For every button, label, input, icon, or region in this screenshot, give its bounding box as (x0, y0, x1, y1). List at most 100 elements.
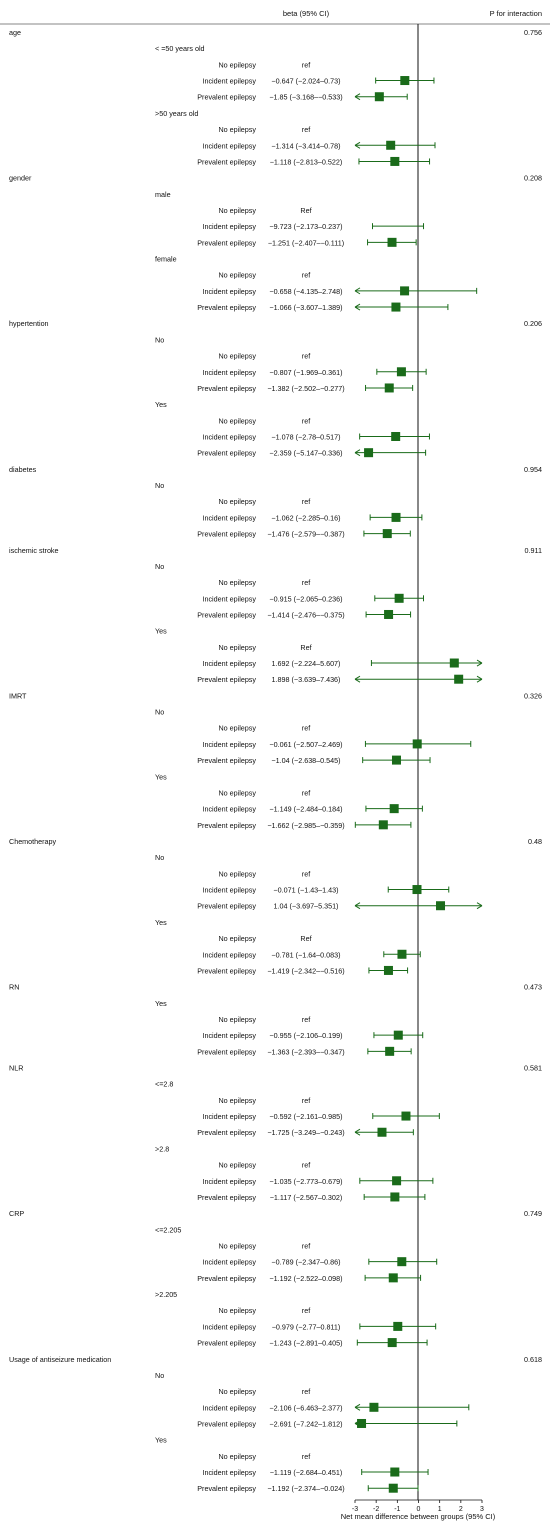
estimate-label: −1.118 (−2.813–0.522) (270, 157, 343, 166)
estimate-label: 1.898 (−3.639–7.436) (272, 675, 341, 684)
group-label: Prevalent epilepsy (197, 610, 256, 619)
estimate-label: −1.117 (−2.567–0.302) (270, 1193, 343, 1202)
estimate-label: −1.382 (−2.502–−0.277) (267, 384, 344, 393)
group-label: Prevalent epilepsy (197, 303, 256, 312)
group-label: No epilepsy (218, 869, 256, 878)
group-label: No epilepsy (218, 125, 256, 134)
point-estimate (390, 1467, 400, 1477)
estimate-label: Ref (300, 643, 311, 652)
estimate-label: −1.85 (−3.168–−0.533) (269, 93, 342, 102)
estimate-label: −1.192 (−2.522–0.098) (269, 1274, 342, 1283)
group-label: Incident epilepsy (202, 805, 256, 814)
point-estimate (412, 739, 422, 749)
ci-arrow-left (354, 675, 361, 683)
point-estimate (357, 1418, 367, 1428)
estimate-label: ref (302, 416, 310, 425)
ci-arrow-left (354, 449, 361, 457)
ci-arrow-left (354, 287, 361, 295)
estimate-label: −2.359 (−5.147–0.336) (269, 449, 342, 458)
variable-label: IMRT (9, 691, 27, 700)
x-tick-label: 3 (480, 1506, 484, 1513)
p-value-label: 0.756 (524, 28, 542, 37)
estimate-label: −1.04 (−2.638–0.545) (271, 756, 340, 765)
group-label: Incident epilepsy (202, 222, 256, 231)
estimate-label: −1.419 (−2.342–−0.516) (267, 966, 344, 975)
estimate-label: −0.807 (−1.969–0.361) (269, 368, 342, 377)
point-estimate (364, 448, 374, 458)
group-label: Prevalent epilepsy (197, 384, 256, 393)
point-estimate (385, 1046, 395, 1056)
estimate-label: ref (302, 352, 310, 361)
subgroup-label: >2.8 (155, 1144, 169, 1153)
group-label: No epilepsy (218, 724, 256, 733)
p-value-label: 0.954 (524, 465, 542, 474)
ci-arrow-left (354, 303, 361, 311)
ci-arrow-right (476, 659, 483, 667)
estimate-label: Ref (300, 934, 311, 943)
point-estimate (378, 820, 388, 830)
group-label: No epilepsy (218, 271, 256, 280)
group-label: Prevalent epilepsy (197, 1339, 256, 1348)
estimate-label: −1.078 (−2.78–0.517) (271, 433, 340, 442)
estimate-label: ref (302, 125, 310, 134)
point-estimate (382, 529, 392, 539)
estimate-label: −1.414 (−2.476–−0.375) (267, 610, 344, 619)
estimate-label: −1.066 (−3.607–1.389) (269, 303, 342, 312)
estimate-label: −0.955 (−2.106–0.199) (269, 1031, 342, 1040)
point-estimate (389, 804, 399, 814)
p-value-label: 0.206 (524, 319, 542, 328)
group-label: No epilepsy (218, 934, 256, 943)
point-estimate (392, 1176, 402, 1186)
group-label: Incident epilepsy (202, 1468, 256, 1477)
subgroup-label: No (155, 481, 164, 490)
group-label: No epilepsy (218, 1452, 256, 1461)
point-estimate (386, 140, 396, 150)
estimate-label: −1.149 (−2.484–0.184) (269, 805, 342, 814)
estimate-label: ref (302, 578, 310, 587)
subgroup-label: No (155, 335, 164, 344)
estimate-label: −1.062 (−2.285–0.16) (271, 513, 340, 522)
group-label: Incident epilepsy (202, 77, 256, 86)
variable-label: Usage of antiseizure medication (9, 1355, 111, 1364)
group-label: Incident epilepsy (202, 1403, 256, 1412)
estimate-label: ref (302, 1242, 310, 1251)
group-label: Prevalent epilepsy (197, 902, 256, 911)
ci-arrow-left (354, 902, 361, 910)
x-tick-label: -3 (352, 1506, 358, 1513)
group-label: Incident epilepsy (202, 433, 256, 442)
x-tick-label: 1 (438, 1506, 442, 1513)
subgroup-label: male (155, 190, 171, 199)
group-label: Incident epilepsy (202, 659, 256, 668)
subgroup-label: < =50 years old (155, 44, 205, 53)
subgroup-label: <=2.8 (155, 1080, 173, 1089)
group-label: No epilepsy (218, 643, 256, 652)
group-label: No epilepsy (218, 60, 256, 69)
point-estimate (390, 1192, 400, 1202)
estimate-label: −1.251 (−2.407–−0.111) (268, 238, 344, 247)
point-estimate (388, 1483, 398, 1493)
ci-arrow-left (354, 93, 361, 101)
estimate-label: −0.789 (−2.347–0.86) (271, 1258, 340, 1267)
variable-label: age (9, 28, 21, 37)
group-label: No epilepsy (218, 497, 256, 506)
subgroup-label: Yes (155, 772, 167, 781)
subgroup-label: Yes (155, 918, 167, 927)
point-estimate (387, 237, 397, 247)
group-label: Incident epilepsy (202, 1177, 256, 1186)
header-estimate: beta (95% CI) (283, 9, 330, 18)
estimate-label: −0.071 (−1.43–1.43) (273, 886, 338, 895)
point-estimate (400, 286, 410, 296)
group-label: Incident epilepsy (202, 513, 256, 522)
group-label: Prevalent epilepsy (197, 966, 256, 975)
point-estimate (400, 76, 410, 86)
estimate-label: ref (302, 1096, 310, 1105)
estimate-label: −0.592 (−2.161–0.985) (269, 1112, 342, 1121)
subgroup-label: No (155, 853, 164, 862)
point-estimate (401, 1111, 411, 1121)
group-label: Incident epilepsy (202, 740, 256, 749)
estimate-label: −0.979 (−2.77–0.811) (272, 1322, 341, 1331)
group-label: Prevalent epilepsy (197, 1128, 256, 1137)
estimate-label: ref (302, 724, 310, 733)
ci-arrow-left (354, 1403, 361, 1411)
group-label: Prevalent epilepsy (197, 238, 256, 247)
